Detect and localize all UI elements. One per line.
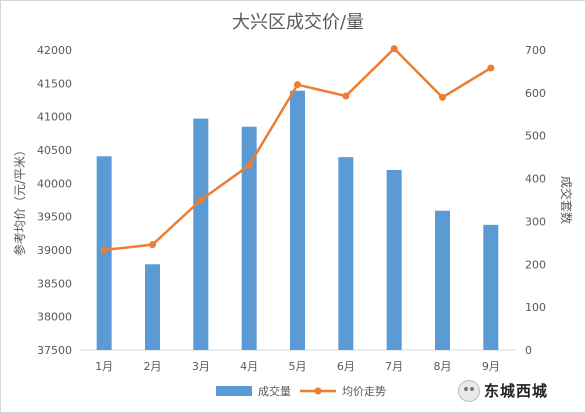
y-tick-label: 42000 [37,44,72,57]
x-tick-label: 2月 [144,360,162,373]
x-tick-label: 9月 [482,360,500,373]
y-tick-label: 41500 [37,77,72,90]
x-tick-label: 4月 [240,360,258,373]
line-point [245,161,253,169]
chart-title: 大兴区成交价/量 [232,12,364,33]
wechat-icon [458,380,480,402]
plot-area: 37500 38000 38500 39000 39500 40000 40500 41000… [37,44,546,373]
bar [241,126,257,350]
y2-tick-label: 500 [525,130,546,143]
y-tick-label: 39500 [37,211,72,224]
y-tick-label: 40500 [37,144,72,157]
x-tick-label: 3月 [192,360,210,373]
y-tick-label: 38500 [37,277,72,290]
y-axis-label: 参考均价（元/平米） [12,144,27,256]
bar [483,224,499,350]
watermark: 东城西城 [458,378,578,404]
y2-tick-label: 100 [525,301,546,314]
y-tick-label: 40000 [37,177,72,190]
y2-tick-label: 300 [525,215,546,228]
x-tick-label: 6月 [337,360,355,373]
legend-swatch-bar [216,386,252,396]
y2-tick-label: 600 [525,87,546,100]
line-point [342,92,350,100]
line-point [294,81,301,89]
x-tick-label: 5月 [289,360,307,373]
x-tick-label: 1月 [95,360,113,373]
line-point [100,246,108,254]
legend-label: 成交量 [258,384,291,398]
y2-tick-label: 700 [525,44,546,57]
y2-tick-label: 0 [525,344,532,357]
legend: 成交量 均价走势 [216,384,386,398]
y2-axis-label: 成交套数 [559,176,574,224]
legend-swatch-marker [314,387,322,395]
bar [290,90,305,350]
legend-label: 均价走势 [342,385,386,398]
line-point [149,241,156,249]
x-tick-label: 8月 [434,360,452,373]
bar [193,118,209,350]
bar [386,170,402,350]
bar [338,157,354,350]
y-tick-label: 41000 [37,111,72,124]
line-point [439,93,446,101]
line-point [197,196,205,204]
y-tick-label: 39000 [37,244,72,257]
x-tick-label: 7月 [385,360,403,373]
bar [435,210,450,350]
y2-tick-label: 200 [525,258,546,271]
y-tick-label: 38000 [37,311,72,324]
y-tick-label: 37500 [37,344,72,357]
bar [145,264,160,350]
watermark-text: 东城西城 [484,382,549,400]
line-point [390,45,398,53]
line-point [487,64,495,72]
y2-tick-label: 400 [525,173,546,186]
